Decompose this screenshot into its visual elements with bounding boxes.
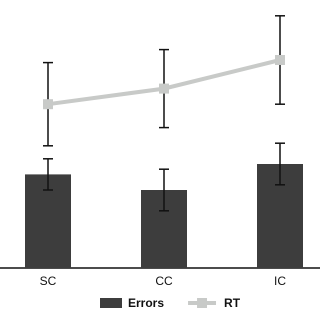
x-tick-label: SC xyxy=(40,274,57,288)
x-tick-label: CC xyxy=(155,274,173,288)
legend-swatch xyxy=(100,298,122,308)
legend-label: RT xyxy=(224,296,241,310)
x-tick-label: IC xyxy=(274,274,286,288)
marker xyxy=(159,83,169,94)
legend-label: Errors xyxy=(128,296,164,310)
legend-marker xyxy=(197,298,208,308)
marker xyxy=(275,55,285,65)
marker xyxy=(43,99,53,110)
